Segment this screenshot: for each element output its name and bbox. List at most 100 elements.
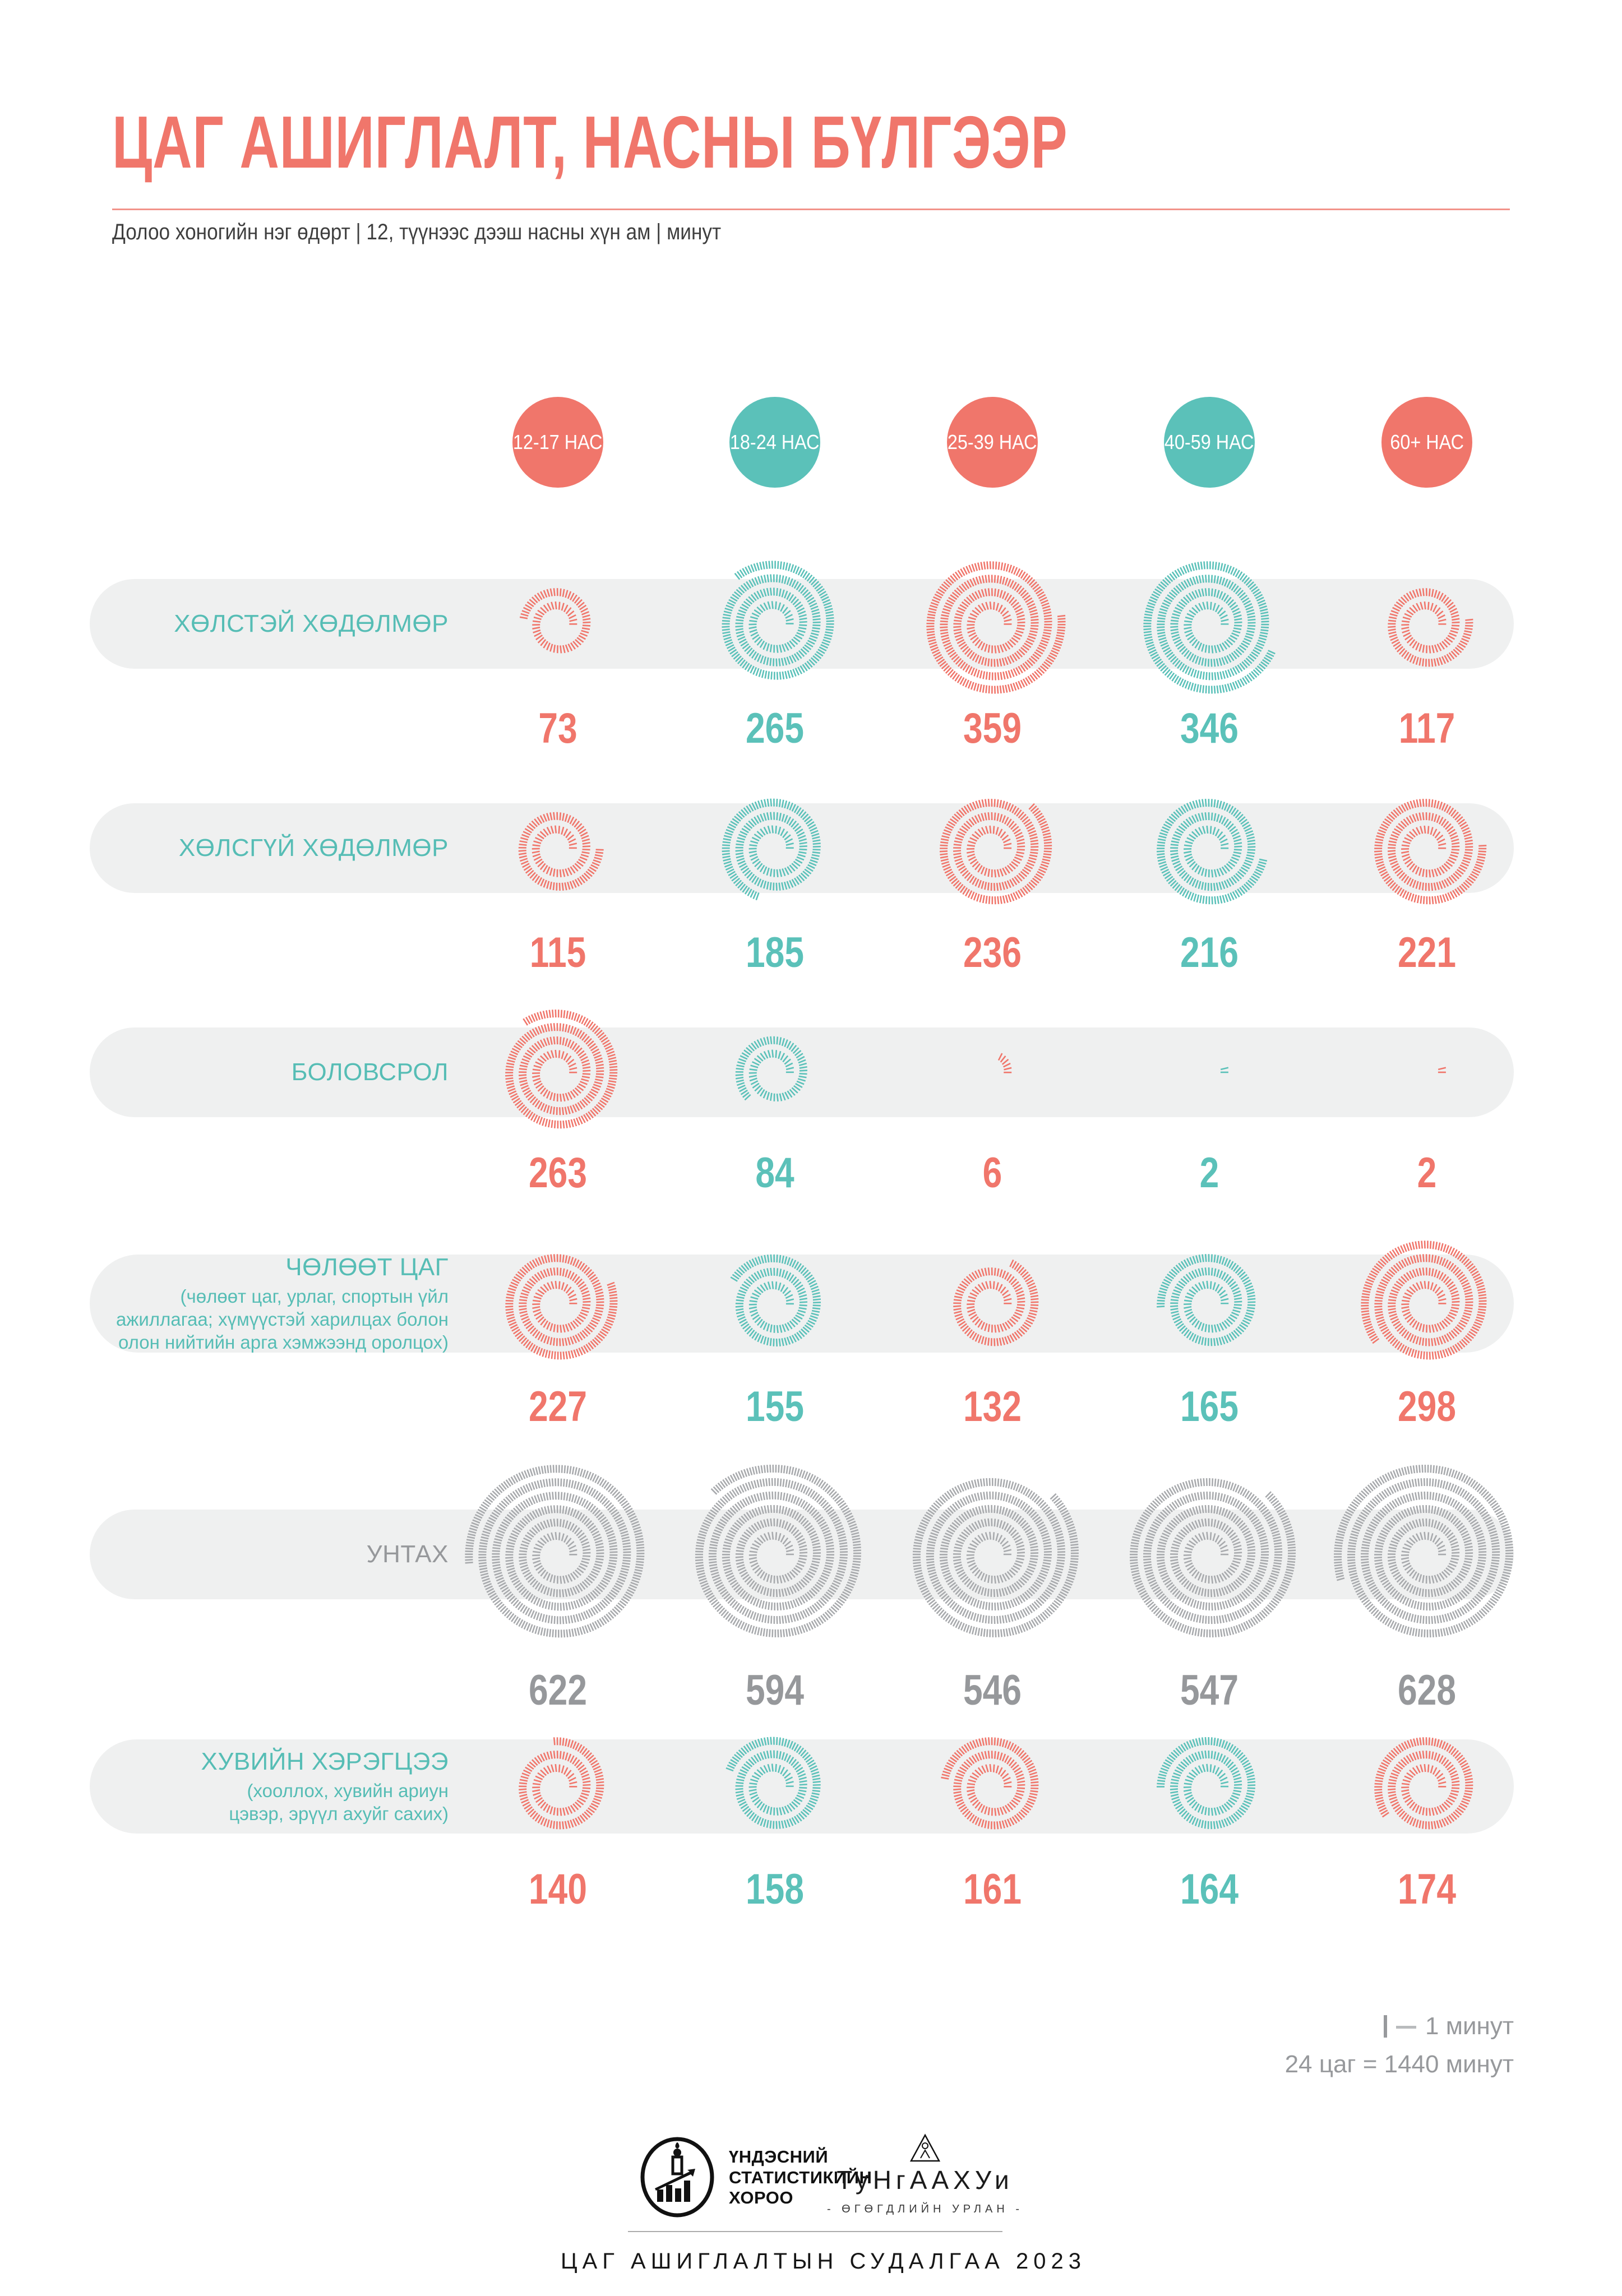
value-label-ХӨЛСГҮЙ ХӨДӨЛМӨР-18-24 НАС: 185	[746, 929, 804, 976]
value-label-ХӨЛСТЭЙ ХӨДӨЛМӨР-25-39 НАС: 359	[963, 705, 1022, 752]
value-label-ЧӨЛӨӨТ ЦАГ-40-59 НАС: 165	[1180, 1383, 1239, 1431]
spiral-chart-ХӨЛСГҮЙ ХӨДӨЛМӨР-25-39 НАС	[939, 798, 1052, 905]
spiral-chart-ХУВИЙН ХЭРЭГЦЭЭ-12-17 НАС	[518, 1737, 604, 1830]
age-group-label: 25-39 НАС	[948, 430, 1037, 453]
row-band-4	[90, 1255, 1514, 1353]
page-subtitle: Долоо хоногийн нэг өдөрт | 12, түүнээс д…	[112, 220, 722, 244]
legend-dash-icon	[1396, 2026, 1417, 2029]
legend-tick-label: 1 минут	[1425, 2012, 1514, 2040]
value-label-ХӨЛСТЭЙ ХӨДӨЛМӨР-60+ НАС: 117	[1398, 705, 1455, 752]
spiral-chart-ЧӨЛӨӨТ ЦАГ-12-17 НАС	[505, 1254, 618, 1360]
value-label-БОЛОВСРОЛ-60+ НАС: 2	[1417, 1149, 1437, 1197]
age-group-circle-1: 12-17 НАС	[512, 397, 603, 488]
row-band-3	[90, 1027, 1514, 1117]
partner-triangle-icon	[909, 2133, 941, 2162]
survey-caption: ЦАГ АШИГЛАЛТЫН СУДАЛГАА 2023	[561, 2249, 1086, 2274]
age-group-label: 60+ НАС	[1390, 430, 1464, 453]
activity-description: (хооллох, хувийн ариун цэвэр, эрүүл ахуй…	[229, 1780, 449, 1824]
title-underline	[112, 209, 1510, 210]
value-label-УНТАХ-40-59 НАС: 547	[1180, 1667, 1239, 1714]
value-label-УНТАХ-12-17 НАС: 622	[529, 1667, 587, 1714]
spiral-chart-ЧӨЛӨӨТ ЦАГ-40-59 НАС	[1156, 1254, 1256, 1346]
value-label-ЧӨЛӨӨТ ЦАГ-18-24 НАС: 155	[746, 1383, 804, 1431]
partner-name: ТуНгААХУи	[837, 2165, 1014, 2195]
spiral-chart-УНТАХ-60+ НАС	[1333, 1464, 1514, 1638]
spiral-chart-ХУВИЙН ХЭРЭГЦЭЭ-25-39 НАС	[940, 1737, 1039, 1830]
value-label-ХӨЛСГҮЙ ХӨДӨЛМӨР-25-39 НАС: 236	[963, 929, 1022, 976]
value-label-ХУВИЙН ХЭРЭГЦЭЭ-40-59 НАС: 164	[1180, 1866, 1239, 1913]
partner-tagline: - ӨГӨГДЛИЙН УРЛАН -	[826, 2203, 1024, 2215]
value-label-ХУВИЙН ХЭРЭГЦЭЭ-18-24 НАС: 158	[746, 1866, 804, 1913]
spiral-chart-ЧӨЛӨӨТ ЦАГ-25-39 НАС	[953, 1260, 1039, 1346]
age-group-circle-3: 25-39 НАС	[947, 397, 1038, 488]
spiral-chart-ЧӨЛӨӨТ ЦАГ-18-24 НАС	[730, 1254, 821, 1346]
row-label-5: УНТАХ	[90, 1540, 449, 1568]
activity-name: УНТАХ	[366, 1540, 449, 1568]
row-label-4: ЧӨЛӨӨТ ЦАГ (чөлөөт цаг, урлаг, спортын үй…	[90, 1253, 449, 1354]
row-label-3: БОЛОВСРОЛ	[90, 1058, 449, 1086]
value-label-ХӨЛСТЭЙ ХӨДӨЛМӨР-18-24 НАС: 265	[746, 705, 804, 752]
age-group-circle-4: 40-59 НАС	[1164, 397, 1255, 488]
value-label-ХӨЛСГҮЙ ХӨДӨЛМӨР-40-59 НАС: 216	[1180, 929, 1239, 976]
value-label-ХӨЛСТЭЙ ХӨДӨЛМӨР-40-59 НАС: 346	[1180, 705, 1239, 752]
nso-line-3: ХОРОО	[729, 2188, 793, 2208]
age-group-circle-5: 60+ НАС	[1381, 397, 1472, 488]
value-label-БОЛОВСРОЛ-18-24 НАС: 84	[755, 1149, 794, 1197]
value-label-ЧӨЛӨӨТ ЦАГ-60+ НАС: 298	[1398, 1383, 1456, 1431]
value-label-ЧӨЛӨӨТ ЦАГ-12-17 НАС: 227	[529, 1383, 587, 1431]
page-title: ЦАГ АШИГЛАЛТ, НАСНЫ БҮЛГЭЭР	[112, 101, 1068, 183]
activity-name: ХУВИЙН ХЭРЭГЦЭЭ	[201, 1747, 449, 1775]
spiral-chart-БОЛОВСРОЛ-40-59 НАС	[1220, 1067, 1229, 1073]
spiral-chart-УНТАХ-18-24 НАС	[695, 1464, 862, 1638]
spiral-chart-ХӨЛСТЭЙ ХӨДӨЛМӨР-18-24 НАС	[722, 561, 835, 681]
footer-divider	[628, 2231, 1002, 2232]
row-label-6: ХУВИЙН ХЭРЭГЦЭЭ (хооллох, хувийн ариун цэ…	[90, 1748, 449, 1826]
legend-tick-row: 1 минут	[1285, 2012, 1514, 2040]
spiral-chart-ХУВИЙН ХЭРЭГЦЭЭ-40-59 НАС	[1156, 1737, 1256, 1830]
value-label-ХӨЛСТЭЙ ХӨДӨЛМӨР-12-17 НАС: 73	[538, 705, 577, 752]
value-label-БОЛОВСРОЛ-12-17 НАС: 263	[529, 1149, 587, 1197]
spiral-chart-ХӨЛСТЭЙ ХӨДӨЛМӨР-12-17 НАС	[519, 587, 591, 654]
nso-line-1: ҮНДЭСНИЙ	[729, 2147, 829, 2167]
activity-description: (чөлөөт цаг, урлаг, спортын үйл ажиллага…	[115, 1285, 449, 1353]
activity-name: ХӨЛСГҮЙ ХӨДӨЛМӨР	[178, 834, 449, 862]
spiral-chart-БОЛОВСРОЛ-60+ НАС	[1438, 1067, 1447, 1073]
spiral-chart-ХӨЛСТЭЙ ХӨДӨЛМӨР-60+ НАС	[1387, 587, 1473, 667]
spiral-chart-ХӨЛСТЭЙ ХӨДӨЛМӨР-40-59 НАС	[1143, 561, 1276, 694]
legend-tick-icon	[1384, 2015, 1388, 2038]
partner-logo: ТуНгААХУи - ӨГӨГДЛИЙН УРЛАН -	[813, 2133, 1037, 2216]
value-label-УНТАХ-60+ НАС: 628	[1398, 1667, 1456, 1714]
age-group-label: 12-17 НАС	[513, 430, 603, 453]
value-label-ХӨЛСГҮЙ ХӨДӨЛМӨР-12-17 НАС: 115	[529, 929, 586, 976]
spiral-chart-ХӨЛСГҮЙ ХӨДӨЛМӨР-18-24 НАС	[722, 798, 821, 901]
spiral-chart-ХУВИЙН ХЭРЭГЦЭЭ-60+ НАС	[1374, 1737, 1473, 1830]
spiral-chart-БОЛОВСРОЛ-25-39 НАС	[997, 1053, 1012, 1073]
nso-logo-icon	[640, 2137, 714, 2218]
activity-name: ЧӨЛӨӨТ ЦАГ	[285, 1253, 449, 1281]
spiral-chart-УНТАХ-25-39 НАС	[912, 1478, 1079, 1638]
legend-total-label: 24 цаг = 1440 минут	[1284, 2050, 1514, 2078]
spiral-chart-УНТАХ-40-59 НАС	[1129, 1478, 1296, 1638]
spiral-chart-БОЛОВСРОЛ-18-24 НАС	[735, 1036, 808, 1102]
age-group-label: 18-24 НАС	[730, 430, 820, 453]
spiral-chart-БОЛОВСРОЛ-12-17 НАС	[505, 1009, 618, 1129]
spiral-chart-ХӨЛСГҮЙ ХӨДӨЛМӨР-40-59 НАС	[1156, 798, 1267, 905]
value-label-ХУВИЙН ХЭРЭГЦЭЭ-60+ НАС: 174	[1398, 1866, 1456, 1913]
nso-label: ҮНДЭСНИЙ СТАТИСТИКИЙН ХОРОО	[729, 2147, 872, 2209]
value-label-ЧӨЛӨӨТ ЦАГ-25-39 НАС: 132	[963, 1383, 1022, 1431]
spiral-chart-УНТАХ-12-17 НАС	[464, 1464, 645, 1638]
activity-name: ХӨЛСТЭЙ ХӨДӨЛМӨР	[174, 610, 449, 637]
value-label-БОЛОВСРОЛ-40-59 НАС: 2	[1199, 1149, 1219, 1197]
spiral-chart-ХӨЛСГҮЙ ХӨДӨЛМӨР-60+ НАС	[1374, 798, 1487, 905]
nso-line-2: СТАТИСТИКИЙН	[729, 2167, 872, 2187]
spiral-chart-ХУВИЙН ХЭРЭГЦЭЭ-18-24 НАС	[725, 1737, 821, 1830]
value-label-УНТАХ-18-24 НАС: 594	[746, 1667, 804, 1714]
spiral-chart-ХӨЛСГҮЙ ХӨДӨЛМӨР-12-17 НАС	[518, 812, 604, 891]
spiral-chart-ЧӨЛӨӨТ ЦАГ-60+ НАС	[1360, 1240, 1487, 1360]
value-label-ХУВИЙН ХЭРЭГЦЭЭ-25-39 НАС: 161	[963, 1866, 1022, 1913]
legend: 1 минут 24 цаг = 1440 минут	[1285, 2012, 1514, 2079]
spiral-chart-ХӨЛСТЭЙ ХӨДӨЛМӨР-25-39 НАС	[926, 561, 1066, 694]
age-group-label: 40-59 НАС	[1164, 430, 1254, 453]
age-group-circle-2: 18-24 НАС	[729, 397, 820, 488]
